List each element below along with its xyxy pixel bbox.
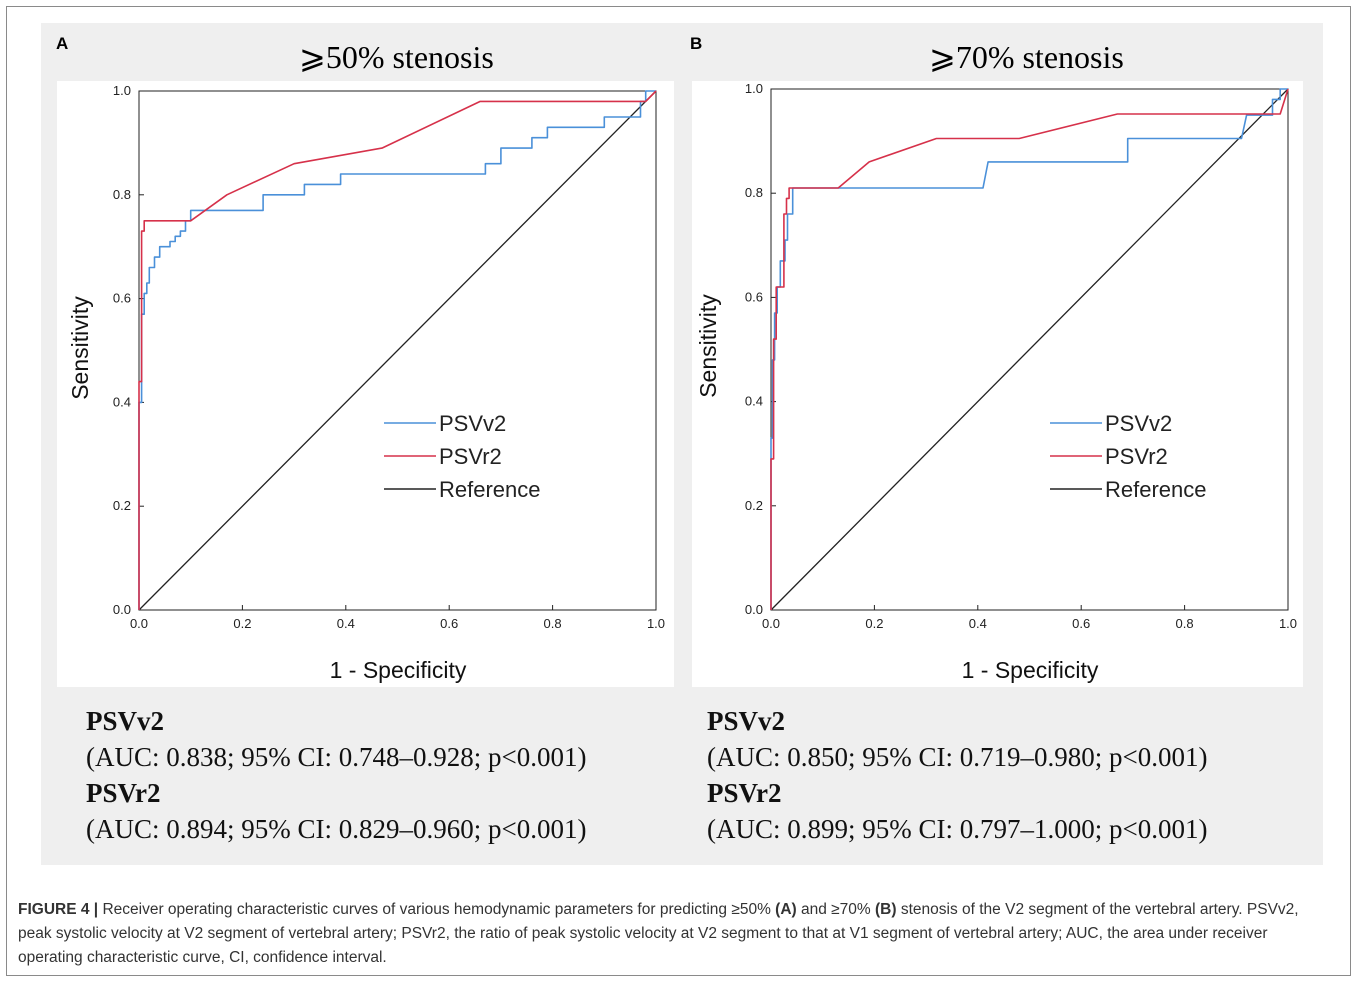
plot-b-ytick-label-3: 0.6 — [745, 289, 763, 304]
plot-b-legend-label-reference: Reference — [1105, 477, 1207, 502]
plot-a-ytick-label-1: 0.2 — [113, 498, 131, 513]
figure-caption: FIGURE 4 | Receiver operating characteri… — [18, 898, 1336, 970]
plot-a-xtick-label-1: 0.2 — [233, 616, 251, 631]
plot-a-ytick-label-3: 0.6 — [113, 291, 131, 306]
plot-a-ytick-label-2: 0.4 — [113, 394, 131, 409]
caption-b-ref: (B) — [875, 901, 897, 918]
caption-part1: Receiver operating characteristic curves… — [98, 901, 776, 918]
panel-a-title: ⩾50% stenosis — [299, 39, 494, 75]
plot-a-ytick-label-0: 0.0 — [113, 602, 131, 617]
plot-b-ytick-label-5: 1.0 — [745, 81, 763, 96]
plot-b-background — [692, 81, 1303, 687]
plot-a-legend-label-reference: Reference — [439, 477, 541, 502]
panel-b-psvr2-auc: (AUC: 0.899; 95% CI: 0.797–1.000; p<0.00… — [707, 814, 1208, 844]
panel-b-psvv2-auc: (AUC: 0.850; 95% CI: 0.719–0.980; p<0.00… — [707, 742, 1208, 772]
plot-b-series-psvr2 — [770, 88, 1289, 610]
plot-b-ylabel: Sensitivity — [695, 294, 721, 398]
plot-a-legend-label-psvr2: PSVr2 — [439, 444, 502, 469]
plot-a-ylabel: Sensitivity — [67, 296, 93, 400]
plot-b-xtick-label-0: 0.0 — [762, 616, 780, 631]
plot-b-ytick-label-1: 0.2 — [745, 498, 763, 513]
panel-b-psvr2-name: PSVr2 — [707, 778, 782, 808]
plot-b-xtick-label-5: 1.0 — [1279, 616, 1297, 631]
plot-b-legend-label-psvv2: PSVv2 — [1105, 411, 1172, 436]
caption-part2: and ≥70% — [796, 901, 876, 918]
plot-a-xtick-label-5: 1.0 — [647, 616, 665, 631]
plot-b-series-psvv2 — [770, 88, 1288, 610]
plot-a-xtick-label-3: 0.6 — [440, 616, 458, 631]
plot-b-ytick-label-4: 0.8 — [745, 185, 763, 200]
plot-a-series-psvv2 — [138, 90, 656, 610]
panel-a-psvv2-name: PSVv2 — [86, 706, 165, 736]
plot-b-xlabel: 1 - Specificity — [962, 657, 1099, 683]
plot-a-series-psvr2 — [138, 90, 657, 610]
plot-a-xtick-label-0: 0.0 — [130, 616, 148, 631]
panel-a-letter: A — [56, 34, 69, 53]
plot-a-series-reference — [138, 90, 657, 611]
panel-a-psvv2-auc: (AUC: 0.838; 95% CI: 0.748–0.928; p<0.00… — [86, 742, 587, 772]
caption-label: FIGURE 4 | — [18, 901, 99, 918]
panel-a-psvr2-auc: (AUC: 0.894; 95% CI: 0.829–0.960; p<0.00… — [86, 814, 587, 844]
panel-b-letter: B — [690, 34, 703, 53]
panel-b-psvv2-name: PSVv2 — [707, 706, 786, 736]
plot-b-xtick-label-1: 0.2 — [865, 616, 883, 631]
plot-a-ytick-label-5: 1.0 — [113, 83, 131, 98]
caption-a-ref: (A) — [775, 901, 797, 918]
panel-b-auc-block: PSVv2 (AUC: 0.850; 95% CI: 0.719–0.980; … — [707, 703, 1207, 847]
plot-b-ytick-label-2: 0.4 — [745, 394, 763, 409]
plot-b-frame — [770, 88, 1289, 611]
plot-b-xtick-label-4: 0.8 — [1176, 616, 1194, 631]
panel-a-psvr2-name: PSVr2 — [86, 778, 161, 808]
plot-a-xlabel: 1 - Specificity — [330, 657, 467, 683]
plot-b-ytick-label-0: 0.0 — [745, 602, 763, 617]
plot-a-xtick-label-2: 0.4 — [337, 616, 355, 631]
plot-b-xtick-label-2: 0.4 — [969, 616, 987, 631]
caption-part3: stenosis of the V2 segment of the verteb… — [18, 901, 1299, 966]
plot-a-xtick-label-4: 0.8 — [544, 616, 562, 631]
plot-b-series-reference — [770, 88, 1289, 611]
plot-b-xtick-label-3: 0.6 — [1072, 616, 1090, 631]
figure-frame — [6, 6, 1351, 976]
plot-a-legend-label-psvv2: PSVv2 — [439, 411, 506, 436]
plot-a-ytick-label-4: 0.8 — [113, 187, 131, 202]
plot-a-frame — [138, 90, 657, 611]
panel-b-title: ⩾70% stenosis — [929, 39, 1124, 75]
panel-a-auc-block: PSVv2 (AUC: 0.838; 95% CI: 0.748–0.928; … — [86, 703, 586, 847]
plot-b-legend-label-psvr2: PSVr2 — [1105, 444, 1168, 469]
plot-a-background — [57, 81, 674, 687]
